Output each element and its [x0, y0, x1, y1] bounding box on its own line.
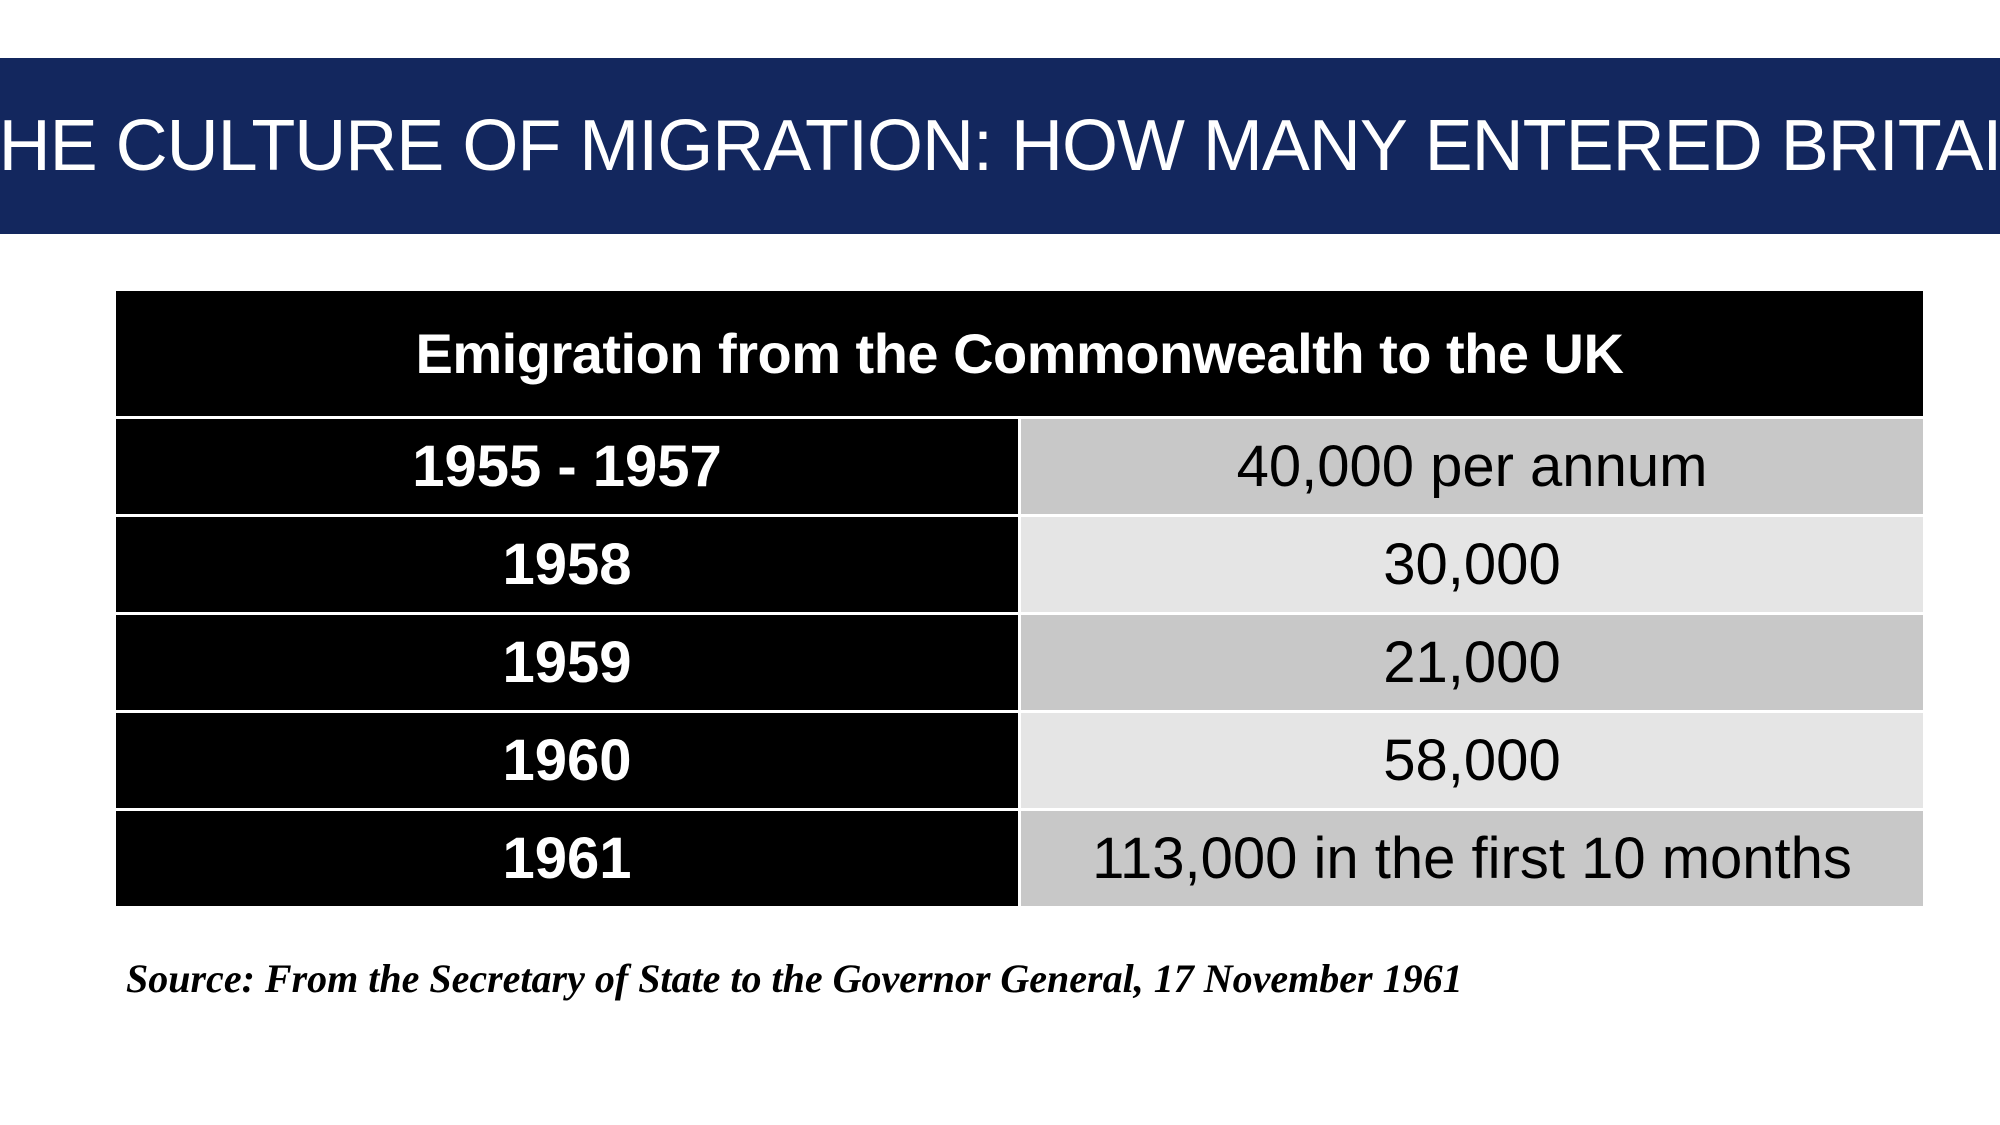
value-cell: 30,000	[1018, 514, 1926, 615]
table-header-row: Emigration from the Commonwealth to the …	[113, 288, 1926, 419]
table-row: 1959 21,000	[113, 612, 1926, 713]
emigration-table: Emigration from the Commonwealth to the …	[113, 288, 1926, 909]
year-cell: 1958	[113, 514, 1021, 615]
title-banner: THE CULTURE OF MIGRATION: HOW MANY ENTER…	[0, 58, 2000, 234]
year-cell: 1960	[113, 710, 1021, 811]
table-header: Emigration from the Commonwealth to the …	[113, 288, 1926, 419]
year-cell: 1959	[113, 612, 1021, 713]
table-row: 1958 30,000	[113, 514, 1926, 615]
value-cell: 113,000 in the first 10 months	[1018, 808, 1926, 909]
table-row: 1955 - 1957 40,000 per annum	[113, 416, 1926, 517]
value-cell: 40,000 per annum	[1018, 416, 1926, 517]
value-cell: 58,000	[1018, 710, 1926, 811]
table-row: 1960 58,000	[113, 710, 1926, 811]
source-note: Source: From the Secretary of State to t…	[126, 956, 1463, 1001]
table-row: 1961 113,000 in the first 10 months	[113, 808, 1926, 909]
value-cell: 21,000	[1018, 612, 1926, 713]
year-cell: 1961	[113, 808, 1021, 909]
slide-title: THE CULTURE OF MIGRATION: HOW MANY ENTER…	[0, 106, 2000, 186]
year-cell: 1955 - 1957	[113, 416, 1021, 517]
